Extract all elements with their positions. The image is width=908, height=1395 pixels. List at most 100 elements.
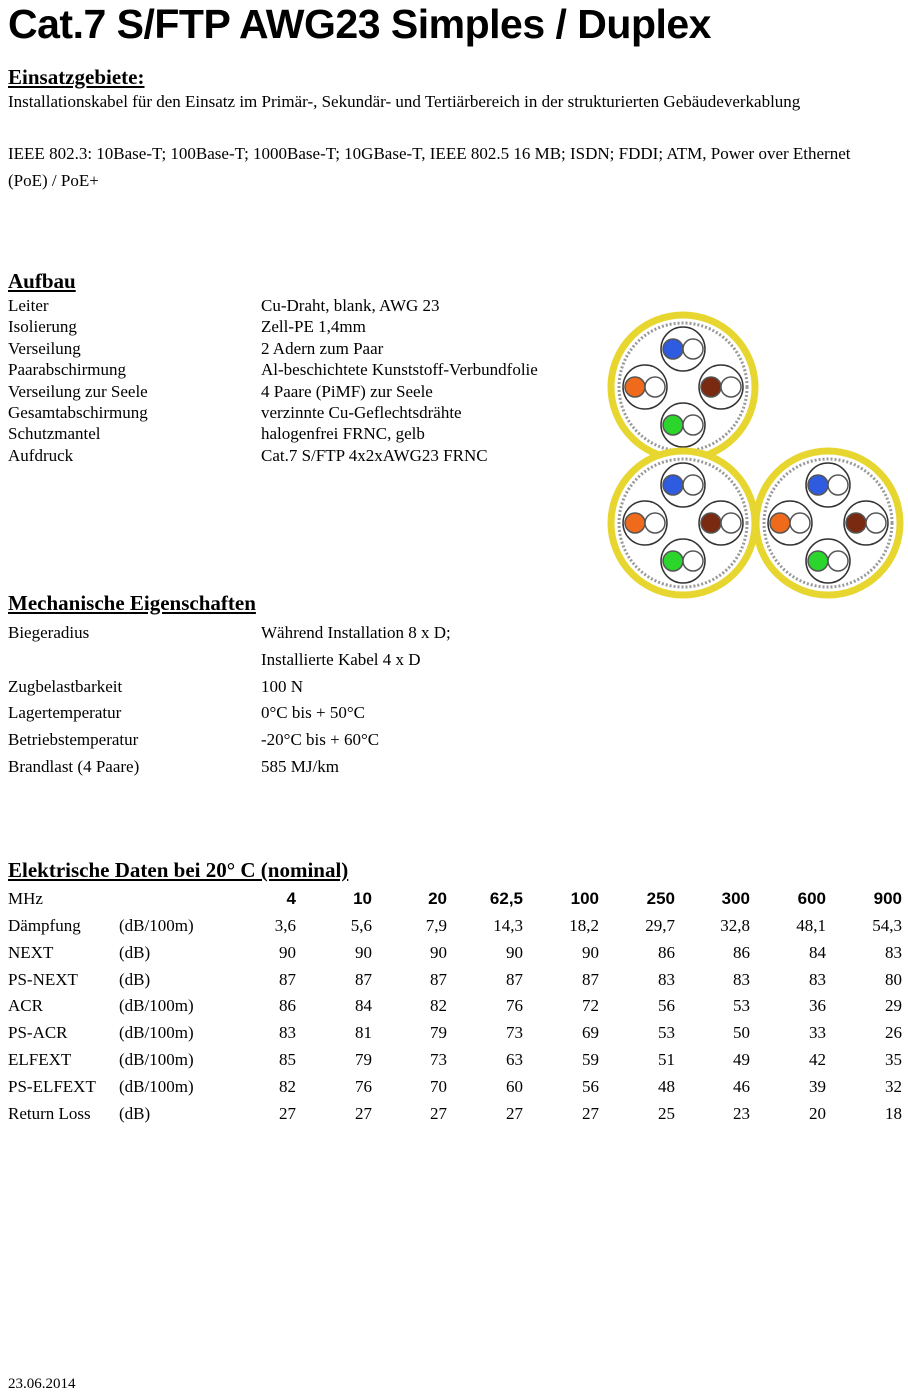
table-cell: 27 — [355, 1103, 372, 1123]
table-header: MHz — [8, 889, 43, 908]
table-cell: 39 — [809, 1076, 826, 1096]
diagram-shape — [662, 414, 684, 436]
spec-label: Isolierung — [8, 317, 77, 337]
spec-label: Zugbelastbarkeit — [8, 676, 123, 696]
table-cell: 26 — [885, 1023, 902, 1043]
table-cell: 86 — [658, 942, 675, 962]
table-cell: 87 — [430, 969, 447, 989]
table-cell: 54,3 — [872, 916, 902, 935]
spec-label: Lagertemperatur — [8, 703, 122, 723]
table-cell: 56 — [582, 1076, 599, 1096]
section-heading: Einsatzgebiete: — [8, 65, 145, 89]
section-heading: Mechanische Eigenschaften — [8, 591, 256, 615]
table-cell: 48,1 — [796, 916, 826, 935]
row-name: PS-ACR — [8, 1023, 68, 1043]
footer-date: 23.06.2014 — [8, 1376, 76, 1392]
table-cell: 27 — [582, 1103, 599, 1123]
table-cell: 18,2 — [569, 916, 599, 935]
table-cell: 18 — [885, 1103, 902, 1123]
diagram-shape — [807, 550, 829, 572]
spec-value: 100 N — [261, 676, 304, 696]
table-cell: 70 — [430, 1076, 447, 1096]
table-cell: 76 — [355, 1076, 372, 1096]
table-cell: 90 — [430, 942, 447, 962]
diagram-shape — [845, 512, 867, 534]
row-unit: (dB/100m) — [119, 916, 194, 935]
table-cell: 33 — [809, 1023, 826, 1043]
table-cell: 69 — [582, 1023, 599, 1043]
diagram-shape — [682, 338, 704, 360]
row-unit: (dB/100m) — [119, 1076, 194, 1096]
spec-label: Biegeradius — [8, 623, 90, 642]
table-cell: 83 — [733, 969, 750, 989]
table-cell: 60 — [506, 1076, 523, 1096]
table-header: 900 — [873, 889, 902, 908]
table-cell: 53 — [658, 1023, 675, 1043]
row-unit: (dB/100m) — [119, 1050, 194, 1069]
cable-diagrams — [607, 311, 904, 599]
table-cell: 73 — [506, 1023, 523, 1043]
table-cell: 87 — [582, 969, 599, 989]
spec-value: 585 MJ/km — [261, 757, 339, 776]
table-cell: 80 — [885, 969, 902, 989]
section-heading: Elektrische Daten bei 20° C (nominal) — [8, 858, 349, 882]
table-cell: 85 — [279, 1050, 296, 1069]
paragraph: IEEE 802.3: 10Base-T; 100Base-T; 1000Bas… — [8, 144, 851, 190]
spec-value: Al-beschichtete Kunststoff-Verbundfolie — [261, 360, 538, 380]
table-header: 250 — [646, 889, 675, 908]
diagram-shape — [662, 550, 684, 572]
table-cell: 86 — [733, 942, 750, 962]
table-cell: 72 — [582, 996, 599, 1016]
table-cell: 53 — [733, 996, 750, 1016]
table-cell: 14,3 — [493, 916, 523, 935]
spec-value: Cat.7 S/FTP 4x2xAWG23 FRNC — [261, 445, 488, 465]
table-cell: 63 — [506, 1050, 523, 1069]
diagram-shape — [720, 512, 742, 534]
spec-label: Schutzmantel — [8, 424, 101, 444]
table-cell: 59 — [582, 1050, 599, 1069]
table-cell: 90 — [506, 942, 523, 962]
table-header: 300 — [721, 889, 750, 908]
diagram-shape — [682, 474, 704, 496]
diagram-shape — [644, 376, 666, 398]
table-cell: 27 — [506, 1103, 523, 1123]
diagram-shape — [644, 512, 666, 534]
table-cell: 51 — [658, 1050, 675, 1069]
table-cell: 82 — [279, 1076, 296, 1096]
table-cell: 23 — [733, 1103, 750, 1123]
table-cell: 79 — [355, 1050, 372, 1069]
table-header: 62,5 — [489, 889, 523, 908]
title: Cat.7 S/FTP AWG23 Simples / Duplex — [8, 1, 711, 47]
row-unit: (dB) — [119, 969, 151, 989]
table-cell: 86 — [279, 996, 296, 1016]
row-name: Dämpfung — [8, 916, 81, 935]
table-cell: 27 — [430, 1103, 447, 1123]
spec-value: Cu-Draht, blank, AWG 23 — [261, 296, 440, 315]
diagram-shape — [865, 512, 887, 534]
table-header: 10 — [353, 889, 372, 908]
table-cell: 35 — [885, 1050, 902, 1069]
diagram-shape — [827, 474, 849, 496]
table-cell: 27 — [279, 1103, 296, 1123]
table-cell: 90 — [279, 942, 296, 962]
table-cell: 83 — [658, 969, 675, 989]
spec-label: Betriebstemperatur — [8, 730, 139, 750]
table-cell: 25 — [658, 1103, 675, 1123]
spec-label: Gesamtabschirmung — [8, 403, 148, 422]
diagram-shape — [789, 512, 811, 534]
table-cell: 7,9 — [425, 916, 447, 935]
table-cell: 56 — [658, 996, 675, 1016]
paragraph: Installationskabel für den Einsatz im Pr… — [8, 92, 801, 111]
diagram-shape — [827, 550, 849, 572]
spec-value: 4 Paare (PiMF) zur Seele — [261, 381, 433, 401]
diagram-shape — [682, 414, 704, 436]
table-cell: 50 — [733, 1023, 750, 1043]
spec-value: Zell-PE 1,4mm — [261, 317, 366, 337]
table-cell: 79 — [430, 1023, 447, 1043]
row-name: PS-ELFEXT — [8, 1076, 96, 1096]
diagram-shape — [682, 550, 704, 572]
spec-value: 2 Adern zum Paar — [261, 338, 384, 358]
row-name: ELFEXT — [8, 1050, 72, 1069]
table-cell: 49 — [733, 1050, 750, 1069]
